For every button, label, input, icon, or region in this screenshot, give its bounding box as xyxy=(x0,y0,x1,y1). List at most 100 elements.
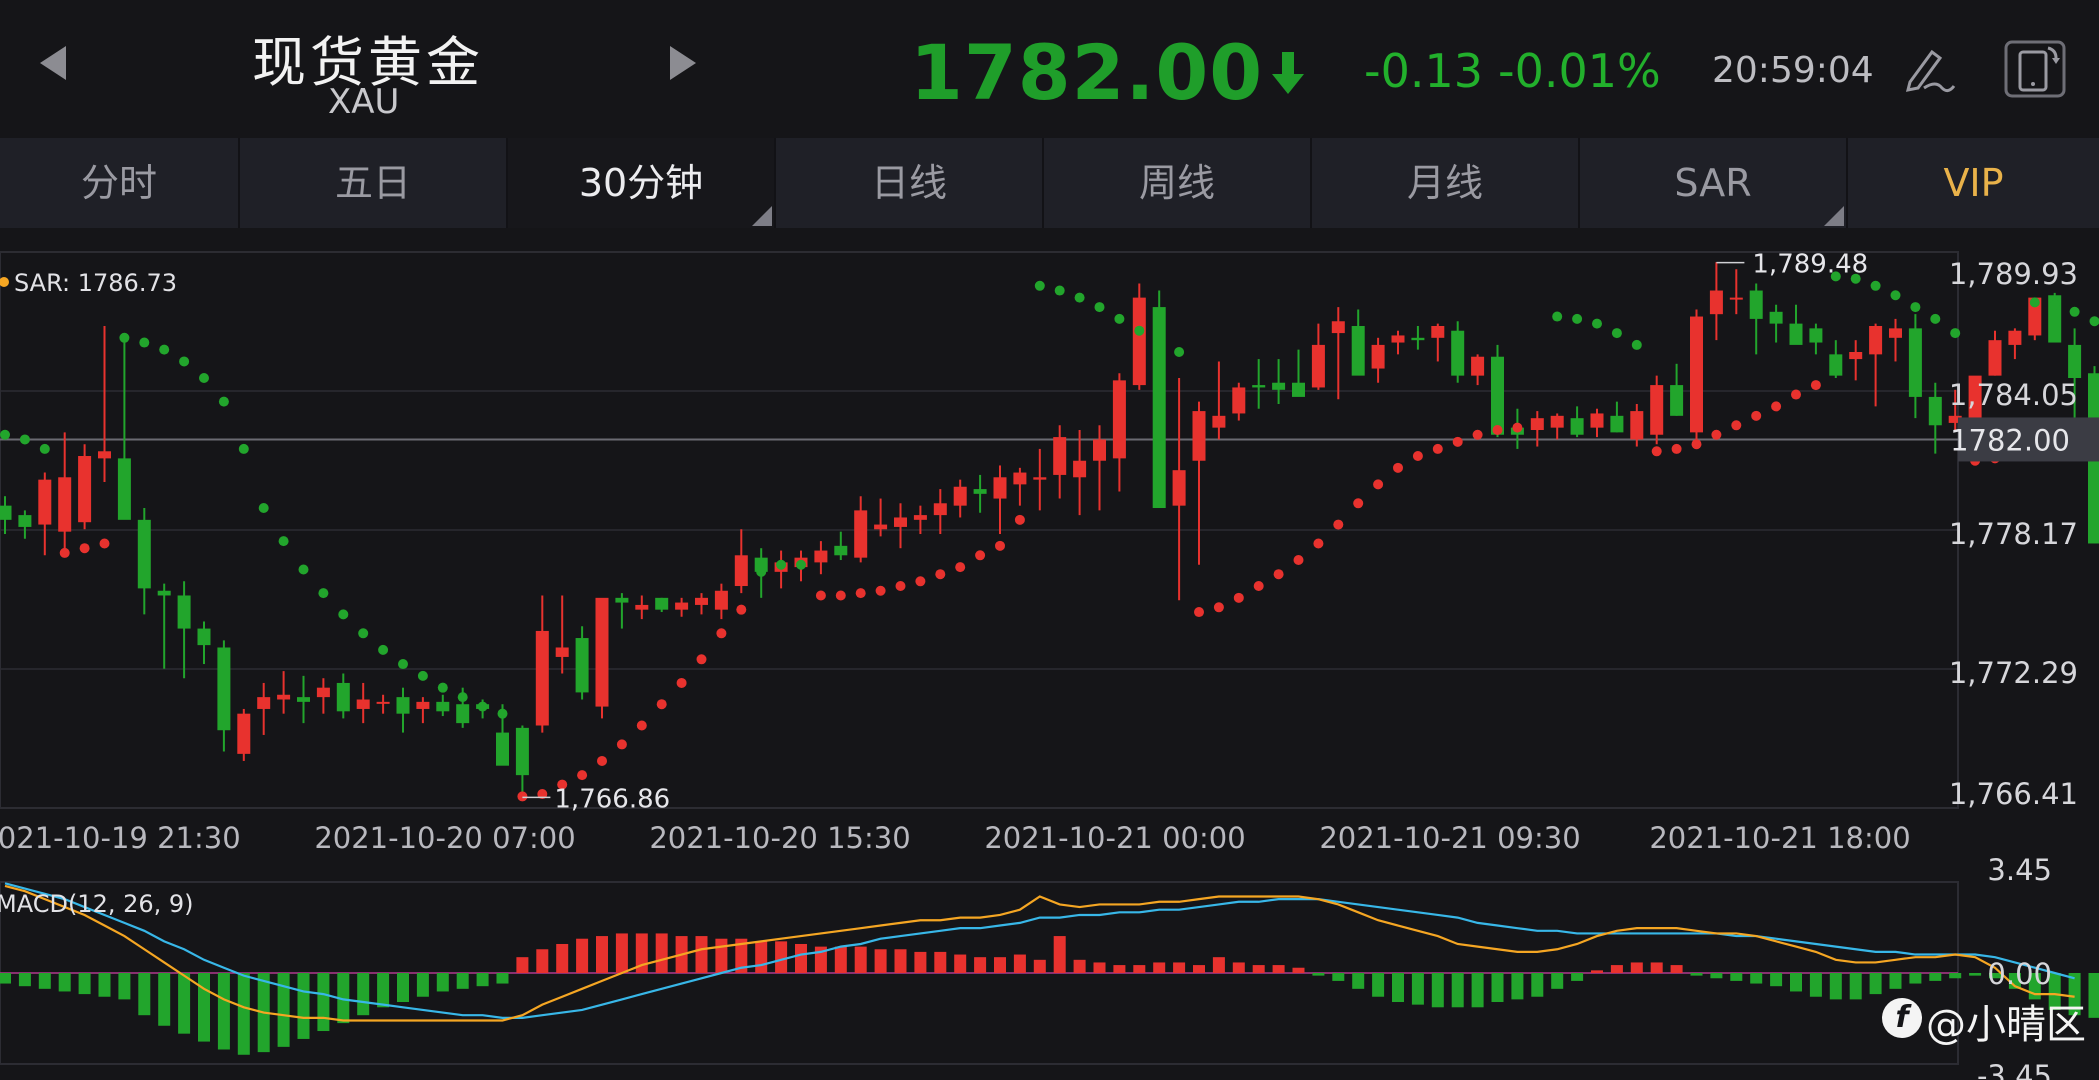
sar-dot xyxy=(159,344,170,355)
macd-histogram-bar xyxy=(1232,962,1245,973)
macd-histogram-bar xyxy=(1969,973,1982,976)
macd-histogram-bar xyxy=(1471,973,1484,1008)
macd-histogram-bar xyxy=(1551,973,1564,989)
previous-instrument-arrow-icon[interactable] xyxy=(40,46,66,80)
macd-histogram-bar xyxy=(1610,965,1623,973)
sar-dot xyxy=(1412,451,1423,462)
candle-body xyxy=(297,697,310,702)
price-axis-tick-label: 1,778.17 xyxy=(1949,517,2078,551)
candle-body xyxy=(555,647,569,657)
sar-dot xyxy=(179,356,190,367)
sar-dot xyxy=(2029,297,2040,308)
candle-body xyxy=(336,682,350,712)
candle-body xyxy=(1431,325,1445,338)
draw-pen-icon[interactable] xyxy=(1902,44,1956,94)
macd-histogram-bar xyxy=(1193,965,1205,973)
macd-histogram-bar xyxy=(1531,973,1544,997)
macd-histogram-bar xyxy=(854,946,867,973)
candle-body xyxy=(1590,413,1604,428)
tab-30min[interactable]: 30分钟 xyxy=(508,138,776,228)
price-axis-tick-label: 1,772.29 xyxy=(1949,656,2078,690)
sar-dot xyxy=(1253,581,1264,592)
sar-dot xyxy=(318,588,329,599)
candle-body xyxy=(1729,297,1743,300)
macd-histogram-bar xyxy=(1451,973,1464,1008)
macd-histogram-bar xyxy=(416,973,429,997)
macd-histogram-bar xyxy=(1133,965,1146,973)
candle-body xyxy=(1212,415,1226,428)
tab-sar[interactable]: SAR xyxy=(1580,138,1848,228)
time-axis-tick-label: 2021-10-19 21:30 xyxy=(0,821,241,855)
macd-histogram-bar xyxy=(1073,959,1086,973)
sar-dot xyxy=(1492,425,1503,436)
price-change-percent: -0.01% xyxy=(1498,44,1661,98)
candle-body xyxy=(1550,415,1564,428)
macd-histogram-bar xyxy=(1212,957,1225,973)
sar-dot xyxy=(1353,498,1364,509)
tab-monthly[interactable]: 月线 xyxy=(1312,138,1580,228)
macd-histogram-bar xyxy=(1491,973,1504,1003)
macd-histogram-bar xyxy=(1809,973,1822,997)
sar-dot xyxy=(358,628,369,639)
sar-dot xyxy=(258,503,269,514)
candle-body xyxy=(137,519,151,589)
sar-dot xyxy=(935,569,946,580)
sar-dot xyxy=(1930,313,1941,324)
candle-body xyxy=(1709,290,1723,315)
candle-body xyxy=(834,545,848,556)
macd-histogram-bar xyxy=(217,973,230,1050)
candle-body xyxy=(515,727,529,776)
kline-chart[interactable]: 1,789.93 1,784.05 1,778.17 1,772.29 1,766.41… xyxy=(0,228,2099,1080)
candle-body xyxy=(78,456,92,523)
macd-histogram-bar xyxy=(1591,970,1603,973)
rotate-screen-icon[interactable] xyxy=(2004,38,2068,100)
sar-dot xyxy=(1273,569,1284,580)
instrument-name: 现货黄金 xyxy=(252,31,484,94)
macd-histogram-bar xyxy=(38,973,51,989)
sar-dot xyxy=(1472,429,1483,440)
instrument-code: XAU xyxy=(328,82,400,122)
macd-histogram-bar xyxy=(277,973,290,1047)
time-axis-tick-label: 2021-10-20 07:00 xyxy=(314,821,575,855)
candlestick-series xyxy=(0,262,2099,795)
candle-body xyxy=(1869,325,1883,355)
candle-body xyxy=(1670,385,1684,416)
sar-dot xyxy=(1373,479,1384,490)
sar-dot xyxy=(1950,328,1961,339)
tab-vip[interactable]: VIP xyxy=(1943,161,2004,205)
candle-body xyxy=(1351,325,1365,376)
sar-dot xyxy=(537,789,548,800)
price-axis-tick-label: 1,784.05 xyxy=(1949,378,2078,412)
sar-dot xyxy=(119,332,130,343)
sar-dot xyxy=(19,434,30,445)
tab-five-day[interactable]: 五日 xyxy=(240,138,508,228)
macd-histogram-bar xyxy=(1292,967,1305,973)
tab-daily[interactable]: 日线 xyxy=(776,138,1044,228)
macd-histogram-bar xyxy=(436,973,449,992)
macd-histogram-bar xyxy=(118,973,131,1000)
sar-dot xyxy=(477,701,488,712)
candle-body xyxy=(1391,335,1405,343)
candle-body xyxy=(1411,337,1425,341)
macd-histogram-bar xyxy=(954,954,967,973)
next-instrument-arrow-icon[interactable] xyxy=(670,46,696,80)
macd-histogram-bar xyxy=(1750,973,1763,984)
tab-weekly[interactable]: 周线 xyxy=(1044,138,1312,228)
macd-histogram-bar xyxy=(1790,973,1802,992)
macd-indicator-label: MACD(12, 26, 9) xyxy=(0,890,194,918)
tab-intraday[interactable]: 分时 xyxy=(0,138,240,228)
quote-time: 20:59:04 xyxy=(1712,50,1874,91)
sar-dot xyxy=(338,609,349,620)
candle-body xyxy=(98,451,111,459)
macd-histogram-bar xyxy=(1670,965,1683,973)
macd-histogram-bar xyxy=(635,933,648,973)
candle-body xyxy=(1112,380,1126,459)
macd-histogram-bar xyxy=(18,973,31,987)
macd-histogram-bar xyxy=(496,973,509,984)
macd-histogram-bar xyxy=(1013,954,1026,973)
sar-dot xyxy=(756,566,767,577)
sar-dot xyxy=(895,581,906,592)
sar-dot xyxy=(835,590,846,601)
macd-histogram-bar xyxy=(894,949,907,973)
macd-histogram-bar xyxy=(874,949,887,973)
